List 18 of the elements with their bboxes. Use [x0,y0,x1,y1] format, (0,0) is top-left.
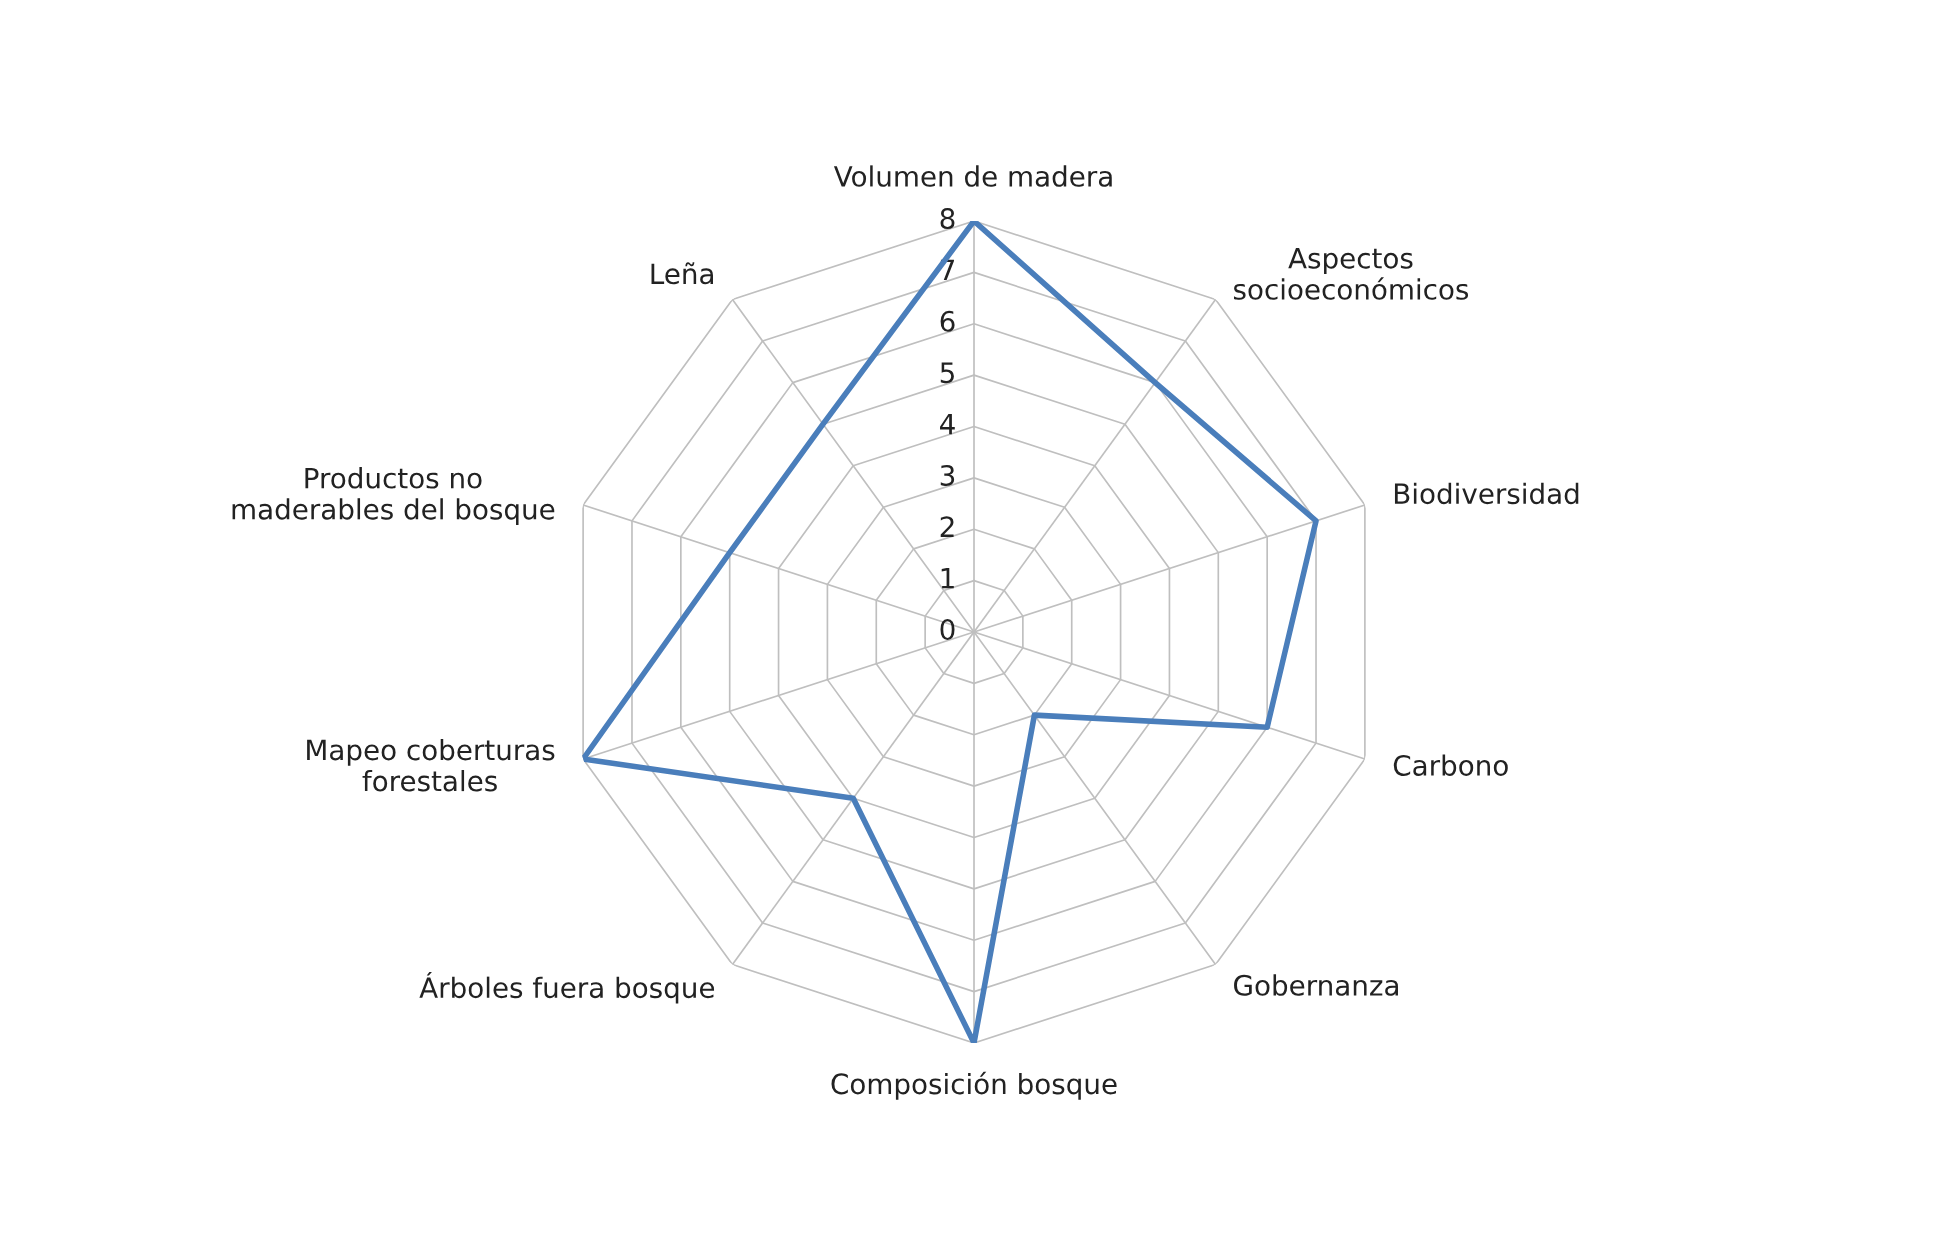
spoke-label: Productos no maderables del bosque [232,467,555,526]
spoke-label: Árboles fuera bosque [419,972,715,1004]
y-tick-label: 0 [940,619,955,641]
y-tick-label: 4 [940,413,955,435]
spoke-label: Mapeo coberturas forestales [307,738,555,792]
y-tick-label: 8 [940,208,955,230]
spoke-label: Leña [651,262,713,285]
spoke-label: Carbono [1393,754,1508,776]
spoke-label: Composición bosque [831,1071,1117,1100]
spoke-label: Biodiversidad [1394,482,1579,505]
spoke-label: Gobernanza [1234,974,1398,996]
y-tick-label: 3 [940,464,955,486]
y-tick-label: 6 [940,310,955,332]
y-tick-label: 5 [940,362,954,384]
spoke-label: Aspectos socioeconómicos [1234,248,1469,300]
y-tick-label: 2 [940,516,954,537]
spoke-label: Volumen de madera [833,165,1112,187]
y-tick-label: 1 [941,568,954,589]
